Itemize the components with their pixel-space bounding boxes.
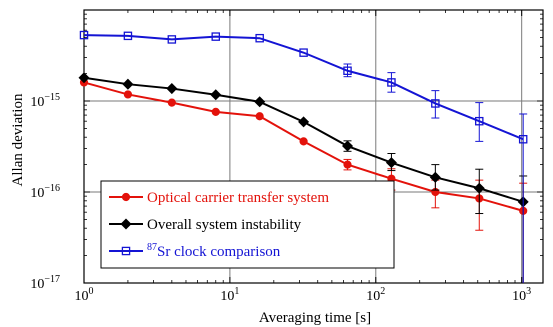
series-line <box>83 34 524 141</box>
x-axis-label: Averaging time [s] <box>259 310 371 326</box>
legend-marker <box>120 218 132 230</box>
legend-entry-2: 87Sr clock comparison <box>109 242 281 260</box>
data-point <box>255 33 264 43</box>
data-point <box>211 107 220 116</box>
legend-marker <box>121 192 131 202</box>
legend-entry-1: Overall system instability <box>109 217 302 233</box>
data-point <box>385 157 397 169</box>
axes-frame <box>83 9 544 284</box>
data-point <box>254 96 266 108</box>
data-point <box>211 32 221 41</box>
x-tick-label: 100 <box>75 286 94 304</box>
data-point <box>122 78 134 90</box>
legend-marker <box>121 246 131 256</box>
data-point <box>167 98 176 107</box>
data-point <box>79 30 89 40</box>
data-point <box>342 140 354 152</box>
data-point <box>123 90 133 99</box>
x-tick-label: 101 <box>220 286 239 304</box>
legend: Optical carrier transfer system Overall s… <box>100 180 395 269</box>
legend-box <box>100 180 395 269</box>
legend-label: Optical carrier transfer system <box>147 190 329 206</box>
y-tick-label: 10−17 <box>30 274 60 292</box>
data-point <box>299 137 308 146</box>
data-point <box>387 78 396 87</box>
data-point <box>167 35 177 44</box>
data-series <box>78 30 529 283</box>
series-1 <box>78 72 529 283</box>
data-point <box>518 134 528 144</box>
data-point <box>343 160 352 169</box>
legend-label: 87Sr clock comparison <box>147 242 281 260</box>
data-point <box>255 112 264 121</box>
y-axis-label: Allan deviation <box>10 93 26 186</box>
data-point <box>166 83 178 95</box>
series-2 <box>79 30 528 283</box>
legend-entry-0: Optical carrier transfer system <box>109 190 329 206</box>
y-tick-label: 10−15 <box>30 92 60 110</box>
x-tick-label: 103 <box>512 286 531 304</box>
data-point <box>298 116 310 128</box>
data-point <box>431 99 440 108</box>
data-point <box>210 89 222 101</box>
data-point <box>429 171 441 183</box>
data-point <box>343 66 352 75</box>
y-tick-label: 10−16 <box>30 183 60 201</box>
data-point <box>299 48 308 57</box>
x-tick-label: 102 <box>366 286 385 304</box>
data-point <box>475 116 484 126</box>
data-point <box>473 182 485 194</box>
plot-frame <box>83 9 544 284</box>
data-point <box>78 72 90 84</box>
axis-ticks: 100 101 102 103 10−17 10−16 10−15 <box>30 10 543 304</box>
legend-label: Overall system instability <box>147 217 302 233</box>
data-point <box>123 31 133 41</box>
